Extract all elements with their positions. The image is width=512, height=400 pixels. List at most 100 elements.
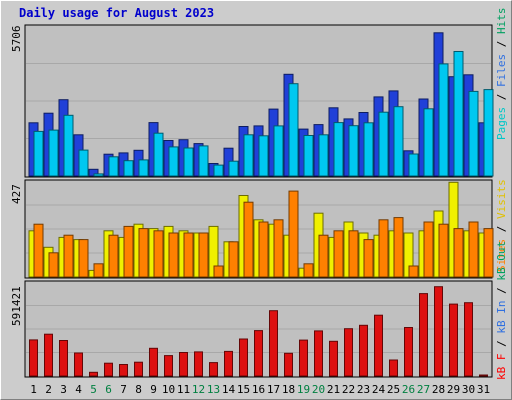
- bar-sites: [303, 263, 314, 278]
- bar-files: [213, 164, 224, 177]
- x-tick-label: 7: [120, 383, 127, 396]
- x-tick-label: 13: [207, 383, 220, 396]
- bar-sites: [363, 239, 374, 278]
- bar-kb-f: [134, 361, 143, 377]
- bar-sites: [93, 263, 104, 278]
- bar-kb-f: [179, 352, 188, 377]
- bar-sites: [168, 232, 179, 278]
- bar-sites: [333, 230, 344, 278]
- x-tick-label: 20: [312, 383, 325, 396]
- bar-files: [153, 132, 164, 177]
- x-tick-label: 9: [150, 383, 157, 396]
- bar-kb-f: [329, 340, 338, 377]
- bar-files: [303, 135, 314, 177]
- bar-kb-f: [434, 286, 443, 377]
- top-ymax-label: 5706: [10, 26, 23, 53]
- bar-files: [258, 135, 269, 177]
- bar-sites: [33, 223, 44, 278]
- bar-kb-f: [239, 338, 248, 377]
- x-tick-label: 19: [297, 383, 310, 396]
- bar-files: [483, 89, 494, 177]
- x-tick-label: 12: [192, 383, 205, 396]
- bar-files: [168, 146, 179, 177]
- bar-sites: [273, 219, 284, 278]
- legend-kbin: kB In: [495, 301, 508, 334]
- bar-files: [138, 159, 149, 177]
- x-tick-label: 23: [357, 383, 370, 396]
- x-tick-label: 14: [222, 383, 236, 396]
- bar-sites: [198, 232, 209, 278]
- bar-kb-f: [194, 351, 203, 377]
- bar-kb-f: [29, 339, 38, 377]
- bar-files: [318, 134, 329, 177]
- bar-kb-f: [89, 371, 98, 377]
- top-legend: Pages / Files / Hits: [495, 8, 508, 141]
- x-tick-label: 24: [372, 383, 386, 396]
- bar-files: [378, 111, 389, 177]
- bar-files: [108, 156, 119, 177]
- x-tick-label: 29: [447, 383, 460, 396]
- bar-sites: [318, 234, 329, 278]
- bar-kb-f: [254, 330, 263, 377]
- x-tick-label: 3: [60, 383, 67, 396]
- bar-kb-f: [269, 310, 278, 377]
- bar-sites: [408, 265, 419, 278]
- legend-kbf: kB F: [495, 354, 508, 381]
- bar-sites: [438, 223, 449, 278]
- bar-files: [393, 106, 404, 177]
- bar-files: [453, 51, 464, 177]
- x-tick-label: 2: [45, 383, 52, 396]
- bar-kb-f: [284, 352, 293, 377]
- x-tick-label: 5: [90, 383, 97, 396]
- bar-kb-f: [299, 339, 308, 377]
- bar-kb-f: [74, 352, 83, 377]
- bar-kb-f: [419, 293, 428, 377]
- legend-hits: Hits: [495, 8, 508, 35]
- bar-kb-f: [149, 347, 158, 377]
- bar-kb-f: [344, 328, 353, 377]
- x-tick-label: 18: [282, 383, 295, 396]
- bar-sites: [213, 265, 224, 278]
- x-tick-label: 28: [432, 383, 445, 396]
- bar-sites: [378, 219, 389, 278]
- bar-kb-f: [209, 362, 218, 377]
- bar-sites: [228, 241, 239, 278]
- x-tick-label: 10: [162, 383, 175, 396]
- middle-ymax-label: 427: [10, 184, 23, 204]
- bar-kb-f: [449, 303, 458, 377]
- bar-kb-f: [164, 355, 173, 377]
- legend-sep-4: /: [495, 334, 508, 354]
- x-tick-label: 8: [135, 383, 142, 396]
- bar-files: [288, 83, 299, 177]
- legend-sep-1: /: [495, 87, 508, 107]
- bar-sites: [483, 228, 494, 278]
- bar-kb-f: [464, 302, 473, 377]
- bar-sites: [138, 228, 149, 278]
- bar-sites: [468, 221, 479, 278]
- bar-sites: [453, 228, 464, 278]
- bar-kb-f: [59, 340, 68, 377]
- legend-pages: Pages: [495, 107, 508, 140]
- legend-kbout: kB Out: [495, 241, 508, 281]
- bar-files: [243, 134, 254, 177]
- legend-sep-3: /: [495, 219, 508, 239]
- x-tick-label: 31: [477, 383, 490, 396]
- bar-sites: [423, 221, 434, 278]
- bar-kb-f: [404, 327, 413, 377]
- bar-files: [363, 122, 374, 177]
- bar-kb-f: [104, 362, 113, 377]
- bar-files: [78, 149, 89, 177]
- x-tick-label: 15: [237, 383, 250, 396]
- bar-kb-f: [44, 333, 53, 377]
- bar-files: [183, 147, 194, 177]
- x-tick-label: 25: [387, 383, 400, 396]
- bar-files: [48, 129, 59, 177]
- bar-kb-f: [119, 364, 128, 377]
- x-tick-label: 6: [105, 383, 112, 396]
- x-tick-label: 1: [30, 383, 37, 396]
- bar-kb-f: [224, 350, 233, 377]
- bar-sites: [243, 201, 254, 278]
- bar-files: [408, 153, 419, 177]
- bar-sites: [153, 230, 164, 278]
